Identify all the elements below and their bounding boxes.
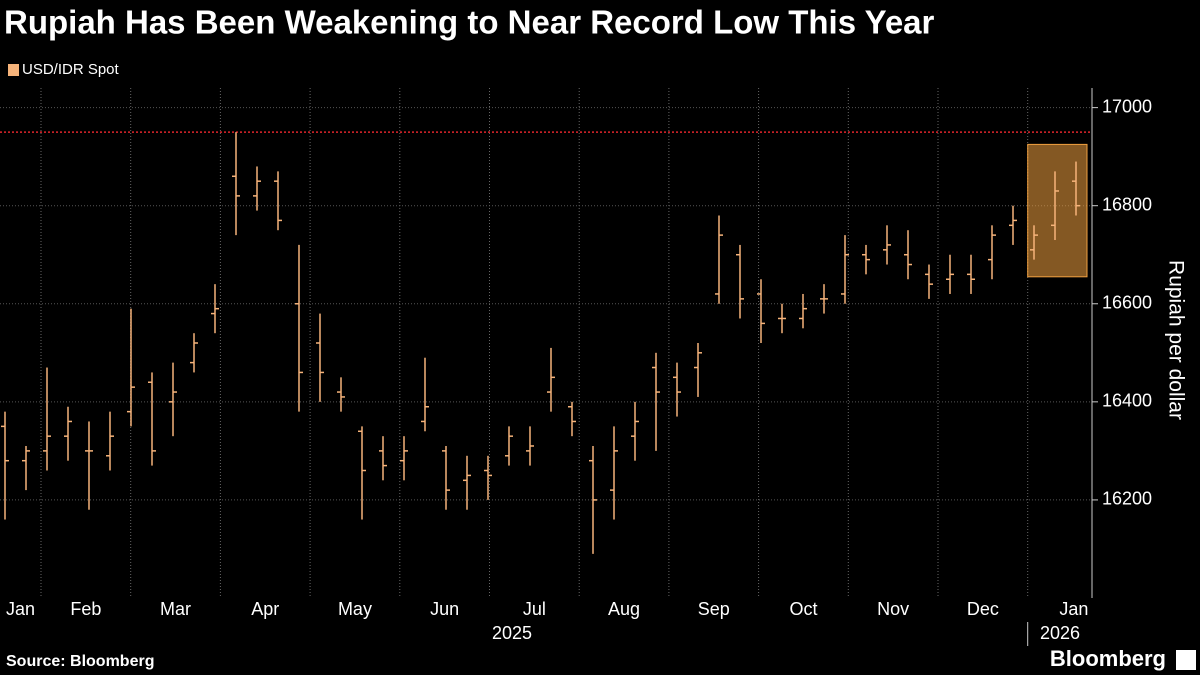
highlight-box bbox=[1027, 143, 1088, 278]
legend-swatch bbox=[8, 64, 19, 76]
y-tick-label: 16200 bbox=[1102, 489, 1152, 509]
brand-icon bbox=[1176, 650, 1196, 670]
x-tick-label: Oct bbox=[789, 599, 817, 619]
x-tick-label: Mar bbox=[160, 599, 191, 619]
y-tick-label: 16600 bbox=[1102, 293, 1152, 313]
x-tick-label: Jul bbox=[523, 599, 546, 619]
year-label: 2025 bbox=[492, 623, 532, 643]
x-tick-label: Feb bbox=[70, 599, 101, 619]
x-tick-label: Jan bbox=[6, 599, 35, 619]
y-tick-label: 17000 bbox=[1102, 96, 1152, 116]
y-axis-label: Rupiah per dollar bbox=[1164, 260, 1187, 420]
y-tick-label: 16400 bbox=[1102, 391, 1152, 411]
x-tick-label: Aug bbox=[608, 599, 640, 619]
legend-label: USD/IDR Spot bbox=[22, 61, 120, 78]
year-label: 2026 bbox=[1040, 623, 1080, 643]
x-tick-label: Jun bbox=[430, 599, 459, 619]
x-tick-label: Dec bbox=[967, 599, 999, 619]
x-tick-label: Apr bbox=[251, 599, 279, 619]
y-tick-label: 16800 bbox=[1102, 194, 1152, 214]
x-tick-label: Sep bbox=[698, 599, 730, 619]
x-tick-label: Nov bbox=[877, 599, 909, 619]
x-tick-label: Jan bbox=[1059, 599, 1088, 619]
brand: Bloomberg bbox=[1050, 646, 1166, 671]
x-tick-label: May bbox=[338, 599, 372, 619]
chart-title: Rupiah Has Been Weakening to Near Record… bbox=[4, 4, 935, 41]
source: Source: Bloomberg bbox=[6, 653, 154, 670]
